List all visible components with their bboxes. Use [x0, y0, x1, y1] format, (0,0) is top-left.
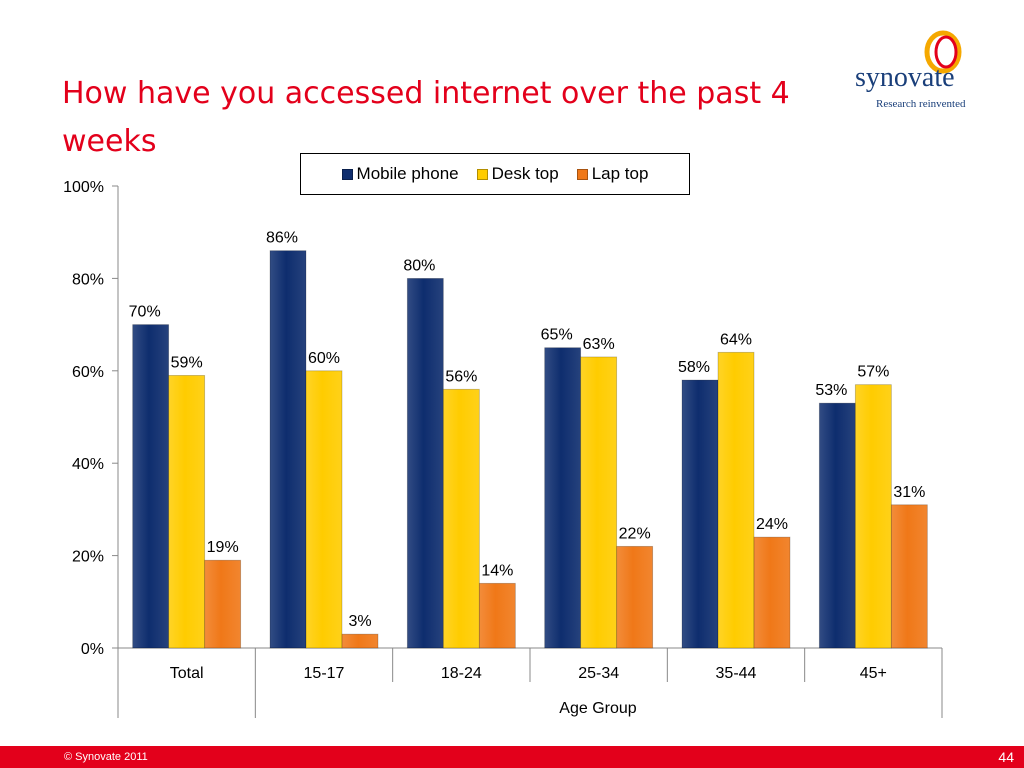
legend-item-mobile-phone: Mobile phone: [341, 164, 459, 184]
data-label: 3%: [348, 613, 371, 630]
category-label: Total: [170, 665, 204, 682]
data-label: 31%: [893, 484, 925, 501]
logo-tagline: Research reinvented: [876, 98, 966, 110]
y-tick-label: 80%: [72, 271, 104, 288]
bar-mobile-phone: [818, 402, 856, 649]
data-label: 14%: [481, 562, 513, 579]
category-label: 18-24: [441, 665, 482, 682]
legend-swatch: [341, 168, 353, 180]
legend-swatch: [576, 168, 588, 180]
bar-lap-top: [204, 559, 242, 649]
data-label: 63%: [583, 336, 615, 353]
copyright-text: © Synovate 2011: [64, 751, 148, 763]
data-label: 70%: [129, 304, 161, 321]
footer-bar: © Synovate 2011 44: [0, 746, 1024, 768]
legend-item-desk-top: Desk top: [476, 164, 559, 184]
legend-swatch: [476, 168, 488, 180]
x-axis-title: Age Group: [559, 700, 636, 717]
data-label: 56%: [445, 368, 477, 385]
bar-desk-top: [580, 356, 618, 649]
data-label: 86%: [266, 230, 298, 247]
bar-lap-top: [890, 504, 928, 649]
data-label: 19%: [207, 539, 239, 556]
bar-mobile-phone: [544, 347, 582, 649]
legend-label: Desk top: [491, 164, 559, 183]
data-label: 22%: [619, 525, 651, 542]
bar-desk-top: [168, 375, 206, 649]
bar-lap-top: [753, 536, 791, 649]
category-label: 45+: [860, 665, 887, 682]
data-label: 80%: [403, 257, 435, 274]
chart-legend: Mobile phone Desk top Lap top: [300, 153, 690, 195]
bar-chart: 0% 20% 40% 60% 80% 100% Total 15-17 18-24 25-34 35…: [63, 179, 943, 718]
bar-desk-top: [442, 388, 480, 649]
bar-desk-top: [854, 384, 892, 649]
bar-mobile-phone: [406, 277, 444, 649]
bar-desk-top: [717, 351, 755, 649]
bar-mobile-phone: [132, 324, 170, 649]
bar-lap-top: [616, 545, 654, 649]
bar-lap-top: [478, 582, 516, 649]
data-label: 58%: [678, 359, 710, 376]
slide-title: How have you accessed internet over the …: [62, 76, 790, 159]
chart-axes: 0% 20% 40% 60% 80% 100% Total 15-17 18-24 25-34 35…: [63, 179, 943, 718]
data-label: 59%: [171, 354, 203, 371]
bar-desk-top: [305, 370, 343, 649]
page-number: 44: [998, 749, 1014, 765]
y-tick-label: 20%: [72, 549, 104, 566]
category-label: 35-44: [716, 665, 757, 682]
y-tick-label: 40%: [72, 456, 104, 473]
bar-mobile-phone: [269, 250, 307, 649]
synovate-logo-icon: [924, 30, 962, 74]
data-label: 64%: [720, 331, 752, 348]
bar-lap-top: [341, 633, 379, 649]
chart-data-labels: 70% 59% 19% 86% 60% 3% 80% 56% 14% 65% 63% 22% 58% 64…: [129, 230, 926, 630]
legend-label: Lap top: [591, 164, 649, 183]
category-label: 25-34: [578, 665, 619, 682]
y-tick-label: 60%: [72, 364, 104, 381]
data-label: 57%: [857, 364, 889, 381]
logo-word: synovate: [855, 62, 955, 93]
data-label: 24%: [756, 516, 788, 533]
legend-item-lap-top: Lap top: [576, 164, 649, 184]
category-label: 15-17: [304, 665, 345, 682]
data-label: 53%: [815, 382, 847, 399]
chart-bars: [132, 250, 928, 649]
legend-label: Mobile phone: [356, 164, 459, 183]
y-tick-label: 100%: [63, 179, 104, 196]
bar-mobile-phone: [681, 379, 719, 649]
data-label: 65%: [541, 327, 573, 344]
data-label: 60%: [308, 350, 340, 367]
y-tick-label: 0%: [81, 641, 104, 658]
